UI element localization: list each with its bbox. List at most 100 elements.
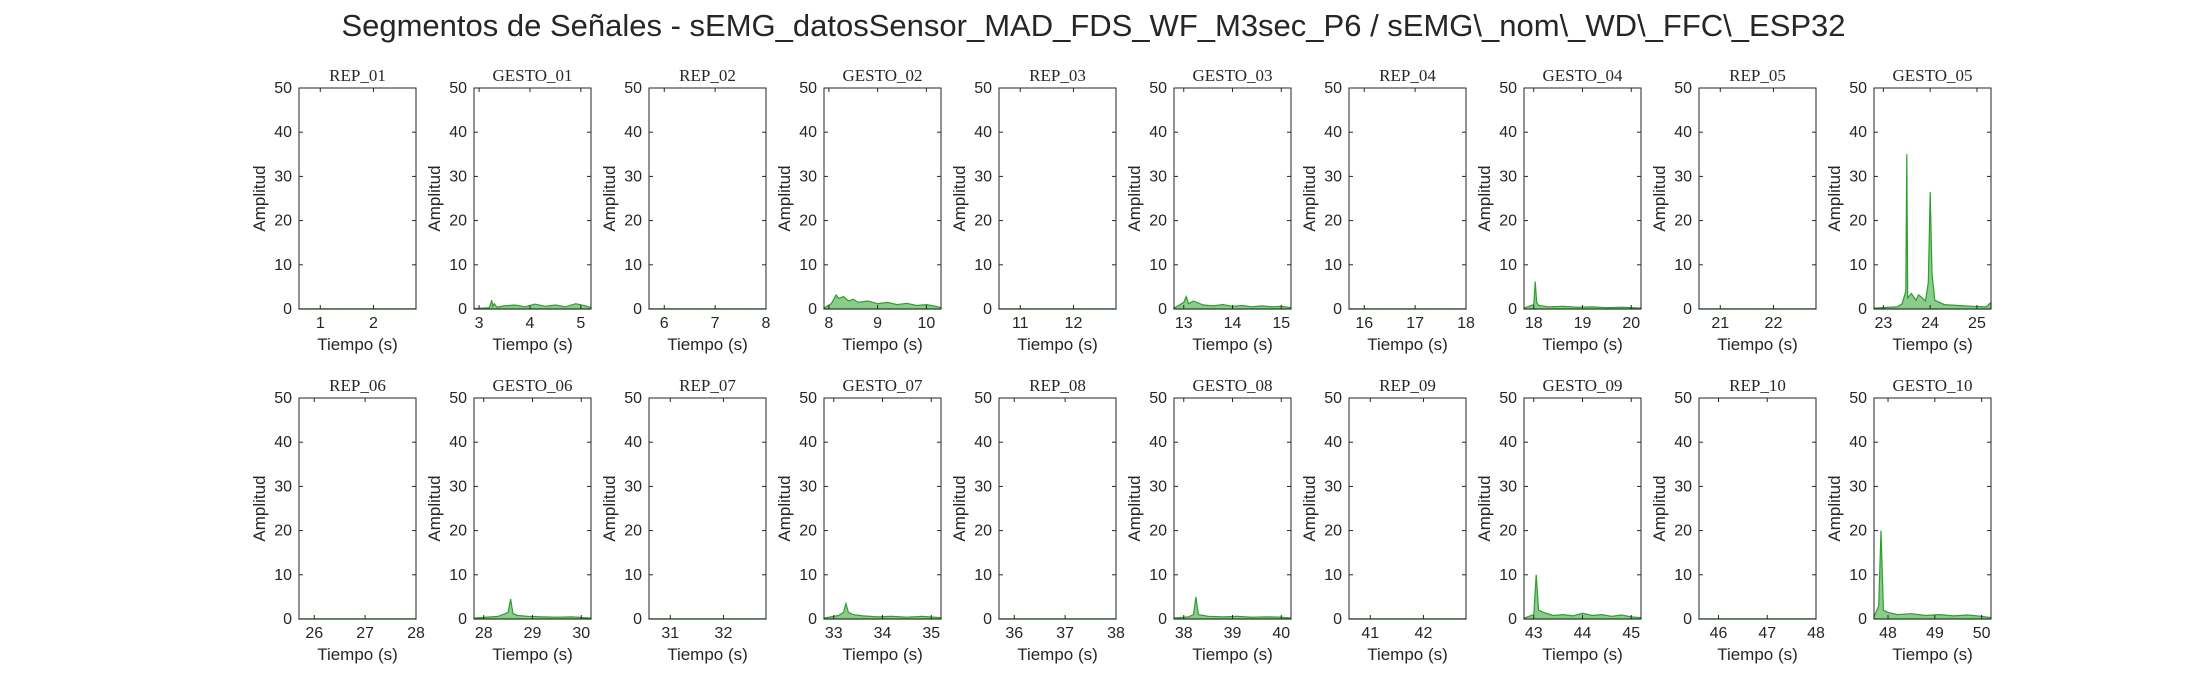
- chart-15-title: REP_08: [1029, 376, 1086, 395]
- chart-8-xlabel: Tiempo (s): [1542, 335, 1623, 354]
- chart-9-xlabel: Tiempo (s): [1717, 335, 1798, 354]
- chart-14-title: GESTO_07: [843, 376, 923, 395]
- chart-8-xtick-label: 19: [1574, 315, 1592, 332]
- chart-4-xtick-label: 10: [917, 315, 935, 332]
- chart-18-ytick-label: 10: [1499, 567, 1517, 584]
- chart-17-ytick-label: 10: [1324, 567, 1342, 584]
- chart-13-xtick-label: 32: [715, 625, 733, 642]
- chart-1-ylabel: Amplitud: [250, 165, 269, 231]
- chart-20-ytick-label: 10: [1849, 567, 1867, 584]
- chart-2-xtick-label: 4: [526, 315, 535, 332]
- chart-6-ytick-label: 40: [1149, 124, 1167, 141]
- chart-12-ylabel: Amplitud: [425, 475, 444, 541]
- chart-3-frame: [648, 87, 767, 310]
- chart-10-ytick-label: 0: [1858, 301, 1867, 318]
- chart-16-ytick-label: 30: [1149, 478, 1167, 495]
- chart-8-ytick-label: 40: [1499, 124, 1517, 141]
- chart-7-ytick-label: 40: [1324, 124, 1342, 141]
- figure-title: Segmentos de Señales - sEMG_datosSensor_…: [341, 8, 1846, 43]
- chart-2-xlabel: Tiempo (s): [492, 335, 573, 354]
- chart-8-title: GESTO_04: [1543, 66, 1623, 85]
- chart-7-xtick-label: 17: [1406, 315, 1424, 332]
- chart-2-ytick-label: 50: [449, 80, 467, 97]
- chart-20-xtick-label: 49: [1926, 625, 1944, 642]
- chart-13-frame: [648, 397, 767, 620]
- chart-2-xtick-label: 3: [475, 315, 484, 332]
- chart-13-ylabel: Amplitud: [600, 475, 619, 541]
- chart-6-ytick-label: 20: [1149, 213, 1167, 230]
- chart-4-ytick-label: 40: [799, 124, 817, 141]
- chart-3-ytick-label: 40: [624, 124, 642, 141]
- chart-18-ytick-label: 20: [1499, 523, 1517, 540]
- chart-18-series-1: [1523, 574, 1642, 620]
- chart-4-axes: 0 10 20 30 40 50 8 9 10 GESTO_02 Tiempo (s) Amplitu…: [775, 66, 942, 354]
- chart-15-xtick-label: 36: [1005, 625, 1023, 642]
- chart-15-frame: [998, 397, 1117, 620]
- chart-16-xlabel: Tiempo (s): [1192, 645, 1273, 664]
- chart-5-axes: 0 10 20 30 40 50 11 12 REP_03 Tiempo (s) Amplitud: [950, 66, 1117, 354]
- chart-5-ylabel: Amplitud: [950, 165, 969, 231]
- chart-13-ytick-label: 50: [624, 390, 642, 407]
- chart-11-xtick-label: 27: [356, 625, 374, 642]
- chart-4-ytick-label: 0: [808, 301, 817, 318]
- chart-4-ytick-label: 30: [799, 168, 817, 185]
- chart-16-ytick-label: 10: [1149, 567, 1167, 584]
- chart-18-ytick-label: 30: [1499, 478, 1517, 495]
- chart-14-ytick-label: 40: [799, 434, 817, 451]
- chart-15-xtick-label: 38: [1107, 625, 1125, 642]
- chart-20-ytick-label: 0: [1858, 611, 1867, 628]
- chart-12-axes: 0 10 20 30 40 50 28 29 30 GESTO_06 Tiempo (s) Ampli…: [425, 376, 592, 664]
- chart-4-frame: [823, 87, 942, 310]
- chart-5-xtick-label: 11: [1012, 315, 1029, 332]
- chart-6-xtick-label: 14: [1224, 315, 1242, 332]
- chart-6-ytick-label: 50: [1149, 80, 1167, 97]
- chart-2-axes: 0 10 20 30 40 50 3 4 5 GESTO_01 Tiempo (s) Amplitud: [425, 66, 592, 354]
- chart-5-ytick-label: 40: [974, 124, 992, 141]
- chart-1-ytick-label: 20: [274, 213, 292, 230]
- chart-12-ytick-label: 10: [449, 567, 467, 584]
- chart-18-ytick-label: 0: [1508, 611, 1517, 628]
- chart-3-ytick-label: 20: [624, 213, 642, 230]
- chart-15-ytick-label: 10: [974, 567, 992, 584]
- chart-17-ytick-label: 40: [1324, 434, 1342, 451]
- chart-7-xlabel: Tiempo (s): [1367, 335, 1448, 354]
- chart-10-title: GESTO_05: [1893, 66, 1973, 85]
- chart-13-xtick-label: 31: [661, 625, 679, 642]
- chart-6-ylabel: Amplitud: [1125, 165, 1144, 231]
- chart-3-xlabel: Tiempo (s): [667, 335, 748, 354]
- chart-12-xtick-label: 29: [524, 625, 542, 642]
- chart-9-axes: 0 10 20 30 40 50 21 22 REP_05 Tiempo (s) Amplitud: [1650, 66, 1817, 354]
- chart-4-title: GESTO_02: [843, 66, 923, 85]
- chart-8-ylabel: Amplitud: [1475, 165, 1494, 231]
- chart-19-ytick-label: 20: [1674, 523, 1692, 540]
- chart-10-ytick-label: 20: [1849, 213, 1867, 230]
- chart-16-ytick-label: 50: [1149, 390, 1167, 407]
- chart-11-xtick-label: 26: [305, 625, 323, 642]
- chart-11-ytick-label: 0: [283, 611, 292, 628]
- chart-17-ylabel: Amplitud: [1300, 475, 1319, 541]
- chart-5-ytick-label: 30: [974, 168, 992, 185]
- chart-11-xlabel: Tiempo (s): [317, 645, 398, 664]
- chart-4-xtick-label: 9: [873, 315, 882, 332]
- chart-12-xlabel: Tiempo (s): [492, 645, 573, 664]
- chart-19-ytick-label: 10: [1674, 567, 1692, 584]
- chart-8-frame: [1523, 87, 1642, 310]
- chart-7-xtick-label: 18: [1457, 315, 1475, 332]
- chart-19-ytick-label: 40: [1674, 434, 1692, 451]
- chart-2-title: GESTO_01: [493, 66, 573, 85]
- chart-1-ytick-label: 10: [274, 257, 292, 274]
- chart-5-ytick-label: 50: [974, 80, 992, 97]
- chart-8-xtick-label: 18: [1525, 315, 1543, 332]
- chart-19-title: REP_10: [1729, 376, 1786, 395]
- chart-6-axes: 0 10 20 30 40 50 13 14 15 GESTO_03 Tiempo (s) Ampli…: [1125, 66, 1292, 354]
- chart-5-xlabel: Tiempo (s): [1017, 335, 1098, 354]
- chart-14-ytick-label: 20: [799, 523, 817, 540]
- chart-14-ytick-label: 10: [799, 567, 817, 584]
- chart-9-ytick-label: 0: [1683, 301, 1692, 318]
- chart-11-ytick-label: 10: [274, 567, 292, 584]
- chart-12-ytick-label: 0: [458, 611, 467, 628]
- chart-14-xtick-label: 35: [922, 625, 940, 642]
- chart-15-ytick-label: 0: [983, 611, 992, 628]
- chart-14-frame: [823, 397, 942, 620]
- chart-15-ytick-label: 20: [974, 523, 992, 540]
